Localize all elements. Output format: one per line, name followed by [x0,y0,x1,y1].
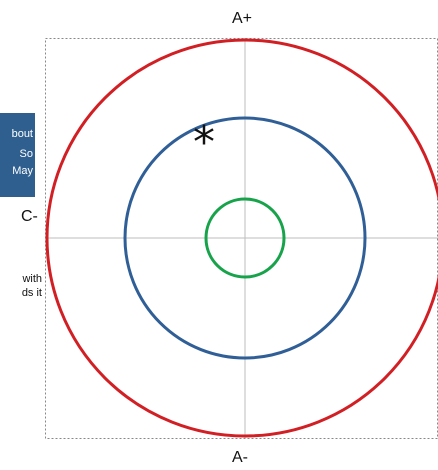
left-axis-label: C- [21,208,38,225]
text-note-line-1: with [22,273,42,285]
top-axis-label: A+ [232,10,253,27]
blue-note-line-2: So [19,148,33,160]
asterisk-marker: * [193,117,215,168]
outer-red-ring [45,38,438,438]
clipped-text-note: with ds it [0,272,44,302]
blue-note-line-3: May [12,165,33,177]
middle-blue-ring [123,116,367,360]
bottom-axis-label: A- [232,449,248,466]
text-note-line-2: ds it [21,287,42,299]
inner-green-ring [204,197,286,279]
clipped-blue-note: bout So May [0,113,35,197]
blue-note-line-1: bout [11,128,33,140]
